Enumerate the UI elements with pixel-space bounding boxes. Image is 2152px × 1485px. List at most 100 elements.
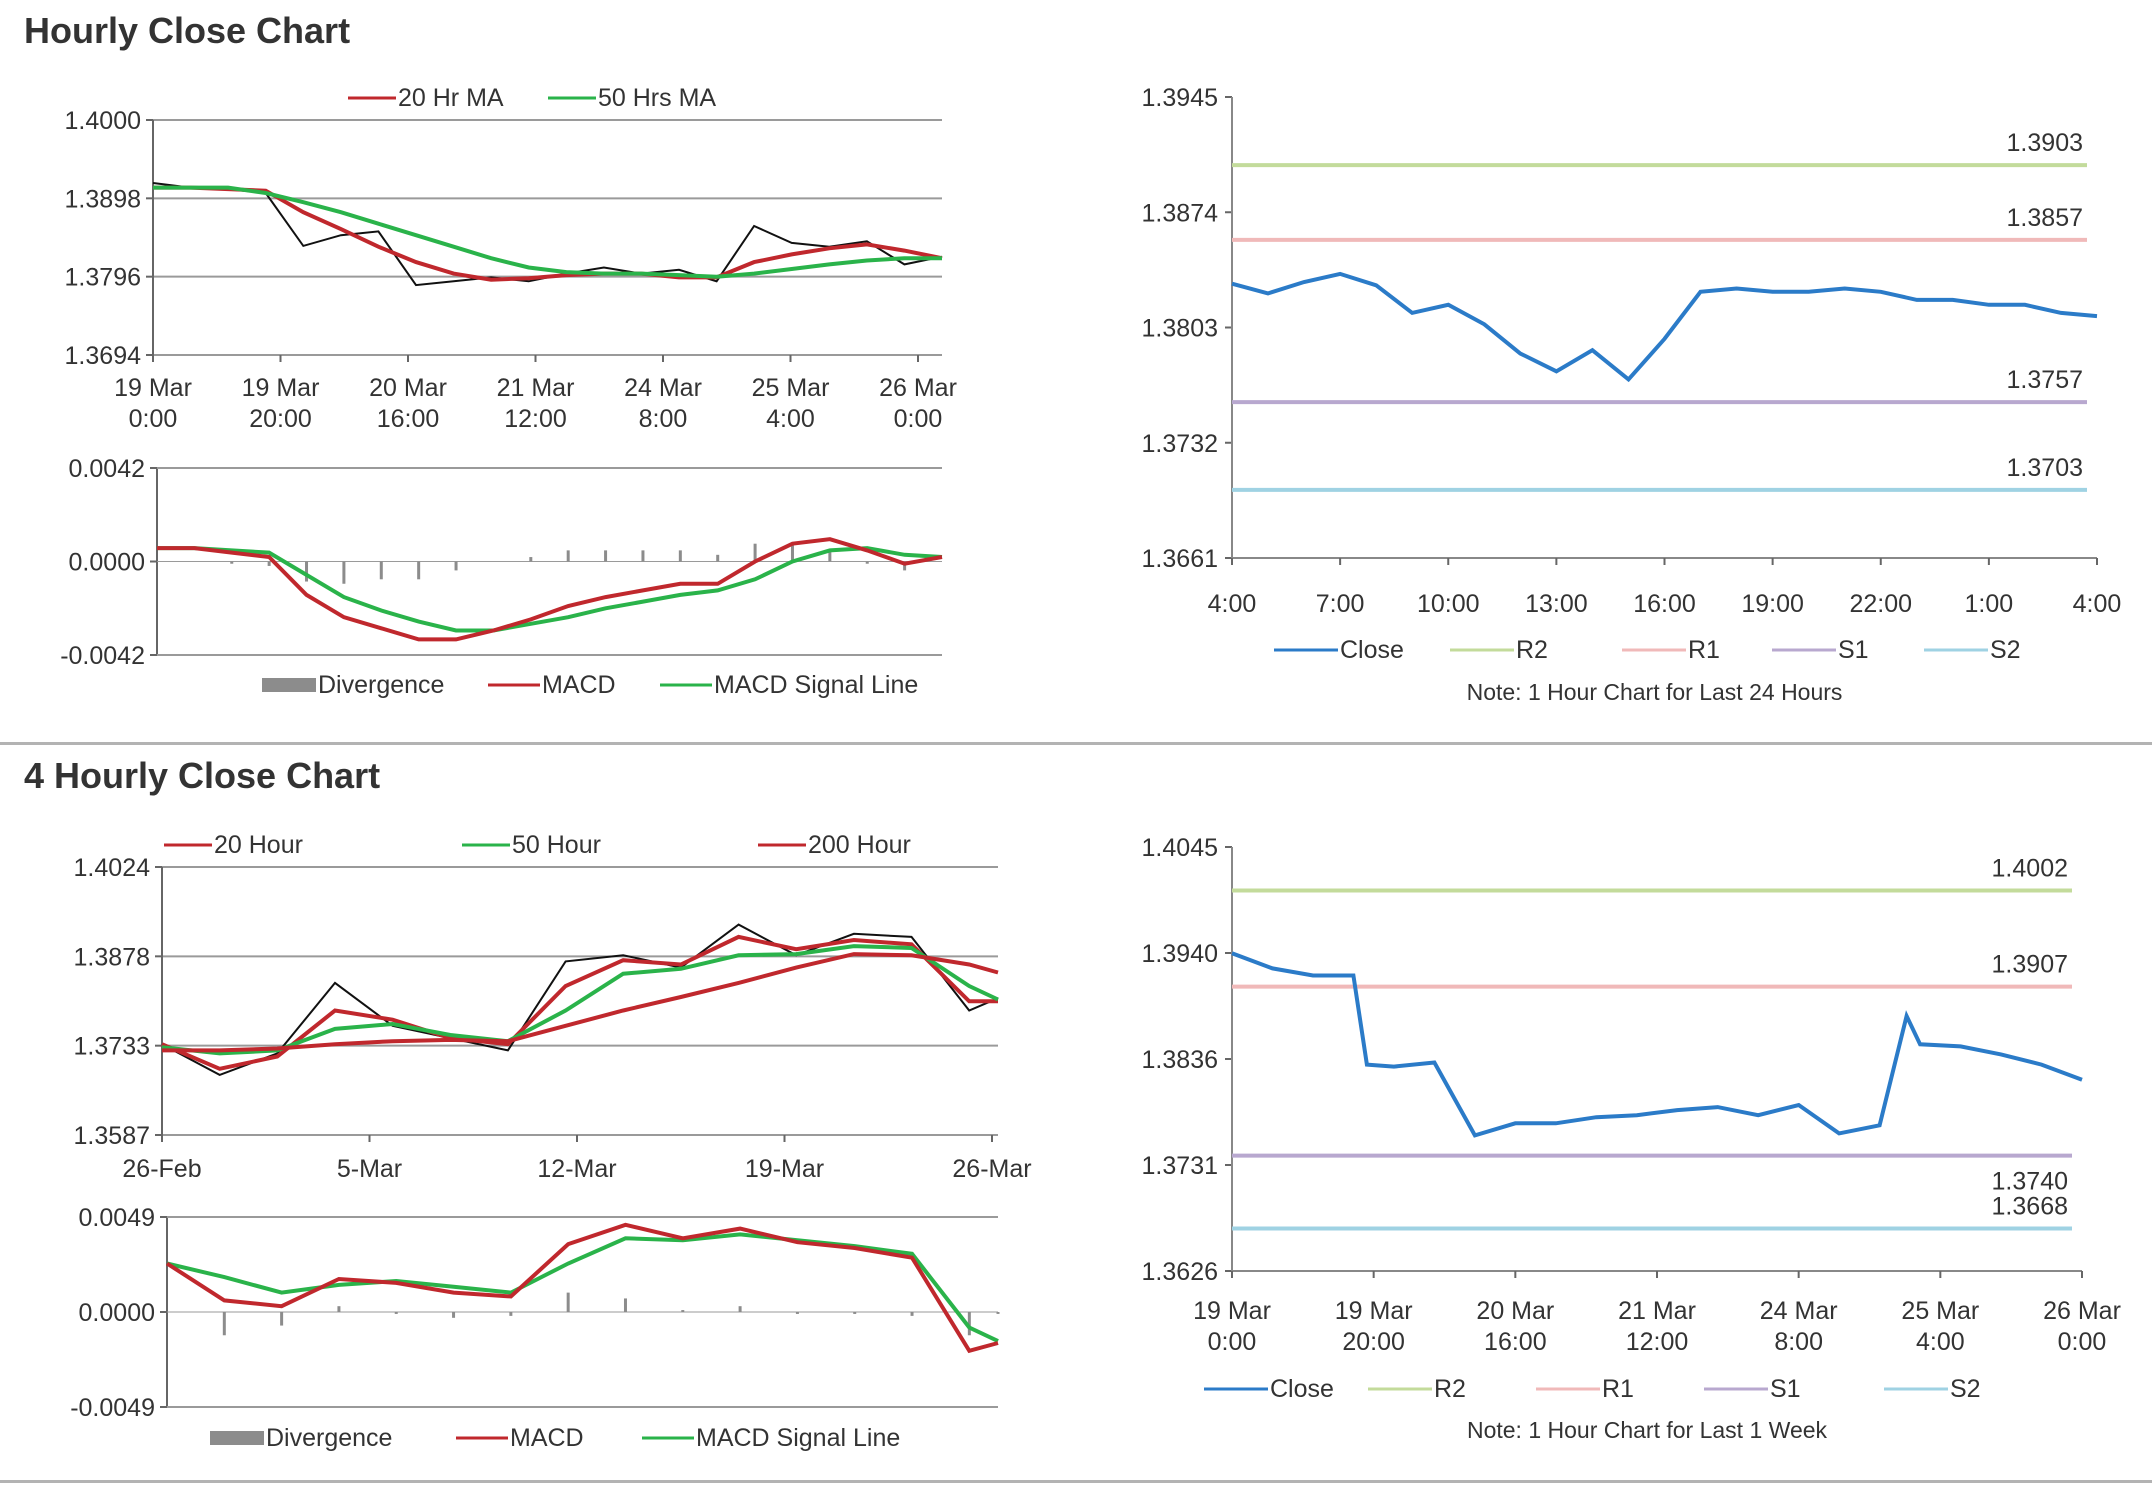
four-hourly-macd-chart: 0.0049 0.0000 -0.0049 Divergence MACD MACD Si…: [70, 1204, 1000, 1452]
hourly-section-title: Hourly Close Chart: [24, 10, 351, 51]
macd-line: [157, 537, 943, 642]
x-tick-label: 26 Mar: [2043, 1297, 2121, 1325]
20-hr-ma-line: [153, 185, 943, 282]
macd-signal-line-line: [166, 1232, 999, 1343]
x-tick-label: 20 Mar: [1476, 1297, 1554, 1325]
y-tick-label: 1.3940: [1142, 940, 1218, 968]
legend-label: 20 Hr MA: [398, 84, 504, 112]
x-tick-label: 19 Mar: [1335, 1297, 1413, 1325]
legend-label: 200 Hour: [808, 831, 911, 859]
x-tick-label: 20:00: [1342, 1328, 1405, 1356]
x-tick-label: 22:00: [1849, 590, 1912, 618]
x-tick-label: 0:00: [129, 405, 178, 433]
x-tick-label: 16:00: [1633, 590, 1696, 618]
legend-label: MACD Signal Line: [696, 1424, 900, 1452]
chart-note: Note: 1 Hour Chart for Last 1 Week: [1467, 1417, 1828, 1443]
legend-label: 50 Hour: [512, 831, 601, 859]
x-tick-label: 12-Mar: [537, 1155, 616, 1183]
y-tick-label: 1.3878: [74, 943, 150, 971]
y-tick-label: 1.3898: [65, 185, 141, 213]
y-tick-label: -0.0042: [60, 642, 145, 670]
legend-label: MACD: [510, 1424, 584, 1452]
four-hourly-levels-chart: 1.4045 1.3940 1.3836 1.3731 1.3626 19 Mar 0:00…: [1142, 834, 2121, 1443]
x-tick-label: 4:00: [766, 405, 815, 433]
hourly-price-chart: 1.4000 1.3898 1.3796 1.3694 20 Hr MA 50 Hrs M…: [65, 84, 957, 433]
legend-label: MACD Signal Line: [714, 671, 918, 699]
y-tick-label: 1.3836: [1142, 1046, 1218, 1074]
s2-level-label: 1.3703: [2007, 454, 2083, 482]
legend-label: 50 Hrs MA: [598, 84, 716, 112]
x-tick-label: 19 Mar: [1193, 1297, 1271, 1325]
legend-swatch: [262, 678, 316, 692]
x-tick-label: 4:00: [1916, 1328, 1965, 1356]
legend-label: Divergence: [266, 1424, 392, 1452]
legend-label: S2: [1990, 636, 2021, 664]
x-tick-label: 26-Mar: [952, 1155, 1031, 1183]
x-tick-label: 25 Mar: [1901, 1297, 1979, 1325]
y-tick-label: 1.3731: [1142, 1152, 1218, 1180]
y-tick-label: 1.3733: [74, 1033, 150, 1061]
legend-label: MACD: [542, 671, 616, 699]
y-tick-label: 1.4045: [1142, 834, 1218, 862]
200-hour-line: [162, 952, 999, 1053]
x-tick-label: 8:00: [1774, 1328, 1823, 1356]
s1-level-label: 1.3757: [2007, 366, 2083, 394]
x-tick-label: 16:00: [1484, 1328, 1547, 1356]
four-hourly-price-chart: 1.4024 1.3878 1.3733 1.3587 20 Hour 50 Hour 20…: [74, 831, 1032, 1183]
x-tick-label: 0:00: [2058, 1328, 2107, 1356]
x-tick-label: 12:00: [1626, 1328, 1689, 1356]
x-tick-label: 25 Mar: [752, 374, 830, 402]
x-tick-label: 8:00: [639, 405, 688, 433]
x-tick-label: 19-Mar: [745, 1155, 824, 1183]
x-tick-label: 20 Mar: [369, 374, 447, 402]
y-tick-label: 1.3945: [1142, 84, 1218, 112]
x-tick-label: 16:00: [377, 405, 440, 433]
x-tick-label: 21 Mar: [497, 374, 575, 402]
hourly-macd-chart: 0.0042 0.0000 -0.0042 Divergence MACD MACD Si…: [60, 455, 943, 699]
y-tick-label: 1.3694: [65, 342, 142, 370]
x-tick-label: 26-Feb: [122, 1155, 201, 1183]
x-tick-label: 19 Mar: [242, 374, 320, 402]
x-tick-label: 4:00: [1208, 590, 1257, 618]
chart-note: Note: 1 Hour Chart for Last 24 Hours: [1467, 679, 1843, 705]
s2-level-label: 1.3668: [1992, 1192, 2068, 1220]
x-tick-label: 12:00: [504, 405, 567, 433]
y-tick-label: 1.3803: [1142, 315, 1218, 343]
y-tick-label: 0.0042: [69, 455, 145, 483]
macd-line: [165, 1222, 999, 1354]
x-tick-label: 19 Mar: [114, 374, 192, 402]
y-tick-label: -0.0049: [70, 1394, 155, 1422]
y-tick-label: 1.3626: [1142, 1258, 1218, 1286]
50-hrs-ma-line: [153, 185, 942, 279]
legend-label: Divergence: [318, 671, 444, 699]
y-tick-label: 1.3874: [1142, 199, 1219, 227]
bottom-divider: [0, 1480, 2152, 1483]
y-tick-label: 1.4000: [65, 107, 141, 135]
y-tick-label: 0.0049: [79, 1204, 155, 1232]
x-tick-label: 4:00: [2073, 590, 2122, 618]
legend-label: S1: [1770, 1375, 1801, 1403]
r2-level-label: 1.4002: [1992, 855, 2068, 883]
legend-label: S2: [1950, 1375, 1981, 1403]
price-line: [161, 923, 999, 1076]
legend-label: 20 Hour: [214, 831, 303, 859]
legend-label: R2: [1434, 1375, 1466, 1403]
x-tick-label: 0:00: [1208, 1328, 1257, 1356]
close-line: [1231, 951, 2083, 1138]
legend-label: Close: [1270, 1375, 1334, 1403]
legend-label: R1: [1602, 1375, 1634, 1403]
legend-label: S1: [1838, 636, 1869, 664]
y-tick-label: 1.4024: [74, 854, 151, 882]
y-tick-label: 0.0000: [79, 1299, 155, 1327]
legend-swatch: [210, 1431, 264, 1445]
legend-label: R1: [1688, 636, 1720, 664]
x-tick-label: 10:00: [1417, 590, 1480, 618]
y-tick-label: 1.3796: [65, 264, 141, 292]
r1-level-label: 1.3857: [2007, 204, 2083, 232]
close-line: [1231, 271, 2098, 383]
x-tick-label: 1:00: [1965, 590, 2014, 618]
x-tick-label: 26 Mar: [879, 374, 957, 402]
legend-label: Close: [1340, 636, 1404, 664]
r1-level-label: 1.3907: [1992, 951, 2068, 979]
x-tick-label: 24 Mar: [1760, 1297, 1838, 1325]
